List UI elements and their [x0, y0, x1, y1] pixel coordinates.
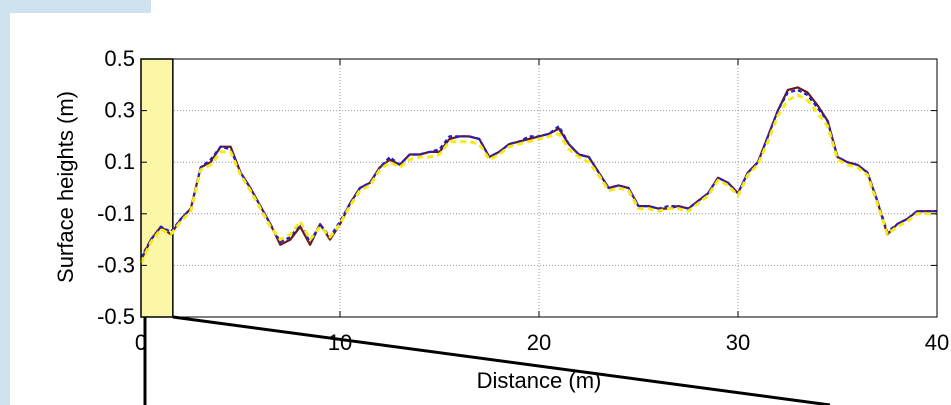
- window-frame-left: [0, 0, 10, 405]
- y-tick-label: -0.3: [97, 252, 135, 277]
- y-tick-label: 0.5: [104, 46, 135, 71]
- y-tick-label: 0.3: [104, 98, 135, 123]
- x-tick-label: 20: [527, 330, 551, 355]
- x-tick-labels: 0 10 20 30 40: [135, 330, 949, 355]
- x-tick-label: 40: [925, 330, 949, 355]
- zoom-line-right: [172, 315, 831, 405]
- x-tick-label: 10: [328, 330, 352, 355]
- grid-lines: [140, 58, 938, 318]
- highlight-region: [140, 58, 174, 318]
- y-tick-label: 0.1: [104, 149, 135, 174]
- y-tick-label: -0.5: [97, 304, 135, 329]
- window-frame-top: [0, 0, 151, 13]
- y-tick-labels: 0.5 0.3 0.1 -0.1 -0.3 -0.5: [97, 46, 135, 329]
- y-axis-label: Surface heights (m): [53, 91, 78, 283]
- tick-marks: [140, 58, 938, 318]
- zoom-connector-lines: [143, 315, 831, 405]
- series-lines: [139, 86, 937, 264]
- series-line-3: [139, 93, 937, 264]
- x-tick-label: 30: [726, 330, 750, 355]
- y-tick-label: -0.1: [97, 201, 135, 226]
